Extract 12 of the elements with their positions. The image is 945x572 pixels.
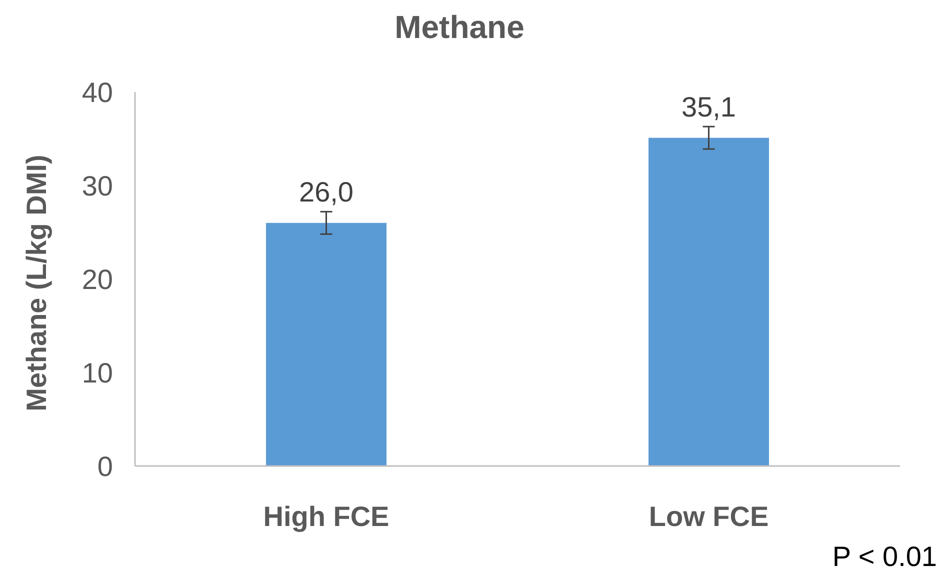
x-tick-label: Low FCE [648,501,769,532]
y-tick-label: 10 [82,357,113,388]
y-tick-label: 0 [97,450,113,482]
chart-title: Methane [394,9,524,45]
data-label: 35,1 [682,92,736,123]
text: P < 0.01 [832,541,937,572]
y-axis-title: Methane (L/kg DMI) [21,154,52,412]
y-tick-label: 20 [82,264,113,295]
data-label: 26,0 [299,176,354,208]
x-tick-label: High FCE [263,501,390,532]
y-tick-label: 40 [82,76,113,108]
y-tick-label: 30 [82,170,113,202]
